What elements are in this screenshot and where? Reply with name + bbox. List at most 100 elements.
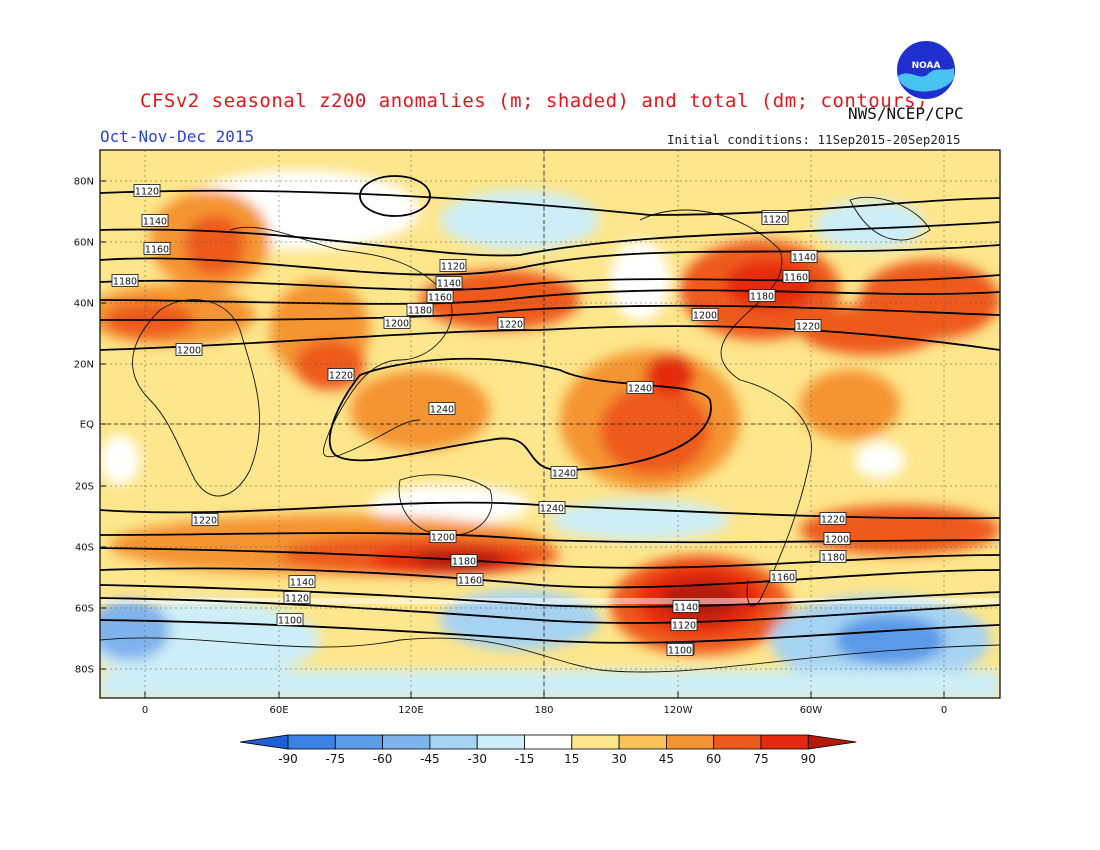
contour-label-box	[450, 554, 478, 567]
colorbar-label: -60	[373, 752, 393, 766]
noaa-logo: NOAA	[895, 39, 957, 101]
contour-label: 1160	[771, 573, 795, 584]
colorbar-segment	[571, 734, 620, 750]
contour-label-box	[435, 276, 463, 289]
lat-label: 80S	[75, 665, 94, 676]
contour-label-box	[426, 290, 454, 303]
contour-label-box	[327, 368, 355, 381]
contour-label-box	[823, 532, 851, 545]
contour-label-box	[428, 402, 456, 415]
lon-label: 60W	[800, 705, 823, 716]
contour-label-box	[143, 242, 171, 255]
contour-label: 1120	[135, 187, 159, 198]
contour-label-box	[497, 317, 525, 330]
contour-label-box	[439, 259, 467, 272]
contour-label: 1140	[143, 217, 167, 228]
colorbar-label: -75	[325, 752, 345, 766]
season-label: Oct-Nov-Dec 2015	[100, 127, 255, 146]
contour-label: 1120	[763, 215, 787, 226]
colorbar-label: -15	[515, 752, 535, 766]
lat-label: 20S	[75, 482, 94, 493]
contour-label: 1120	[285, 594, 309, 605]
colorbar-label: -30	[467, 752, 487, 766]
contour-label: 1200	[431, 533, 455, 544]
contour-label: 1100	[668, 646, 692, 657]
contour-label: 1220	[796, 322, 820, 333]
contour-label: 1180	[821, 553, 845, 564]
coastlines	[100, 196, 1000, 673]
contour-label-box	[670, 618, 698, 631]
contour-label: 1200	[177, 346, 201, 357]
lon-label: 0	[142, 705, 148, 716]
agency-label: NWS/NCEP/CPC	[848, 104, 964, 123]
contour-label: 1200	[385, 319, 409, 330]
lat-label: 40N	[74, 299, 94, 310]
latitude-axis: 80N 60N 40N 20N EQ 20S 40S 60S 80S	[74, 177, 1000, 676]
contour-label: 1180	[452, 557, 476, 568]
contour-label-box	[672, 600, 700, 613]
contour-label: 1140	[792, 253, 816, 264]
contour-label: 1160	[428, 293, 452, 304]
contour-label-box	[790, 250, 818, 263]
contour-label-box	[782, 270, 810, 283]
contour-label: 1240	[628, 384, 652, 395]
contour-label-box	[111, 274, 139, 287]
contour-label-box	[819, 512, 847, 525]
contour-label: 1180	[113, 277, 137, 288]
longitude-axis: 0 60E 120E 180 120W 60W 0	[142, 150, 947, 716]
colorbar-label: 30	[611, 752, 626, 766]
contour-label: 1140	[674, 603, 698, 614]
colorbar-max-arrow	[807, 734, 857, 750]
colorbar-segment	[334, 734, 383, 750]
contour-label-box	[819, 550, 847, 563]
colorbar-segment	[524, 734, 573, 750]
contour-label-box	[429, 530, 457, 543]
contour-label: 1140	[290, 578, 314, 589]
contour-label-box	[769, 570, 797, 583]
colorbar-label: 15	[564, 752, 579, 766]
colorbar-label: 90	[801, 752, 816, 766]
contour-label-box	[141, 214, 169, 227]
contour-label: 1240	[540, 504, 564, 515]
lon-label: 0	[941, 705, 947, 716]
colorbar-segment	[382, 734, 431, 750]
contour-label: 1220	[499, 320, 523, 331]
contour-label: 1180	[408, 306, 432, 317]
colorbar-label: 45	[659, 752, 674, 766]
anomaly-shading	[100, 150, 1000, 698]
colorbar-label: 60	[706, 752, 721, 766]
map-title: CFSv2 seasonal z200 anomalies (m; shaded…	[140, 90, 928, 112]
lat-label: 80N	[74, 177, 94, 188]
contour-labels: 1120 1140 1160 1180 1200 1220 1240 1240 1240 1240…	[111, 184, 851, 657]
initial-conditions-label: Initial conditions: 11Sep2015-20Sep2015	[667, 132, 961, 147]
lon-label: 180	[534, 705, 553, 716]
contour-label: 1180	[750, 292, 774, 303]
contour-label-box	[133, 184, 161, 197]
contour-label: 1200	[693, 311, 717, 322]
colorbar: -90 -75 -60 -45 -30 -15 15 30 45 60 75 90	[239, 734, 857, 766]
contour-label: 1160	[458, 576, 482, 587]
logo-text: NOAA	[912, 61, 941, 71]
contour-label-box	[794, 319, 822, 332]
contour-label-box	[538, 501, 566, 514]
contour-label-box	[691, 308, 719, 321]
colorbar-min-arrow	[239, 734, 289, 750]
contour-label-box	[175, 343, 203, 356]
colorbar-label: -90	[278, 752, 298, 766]
lon-label: 120W	[664, 705, 693, 716]
contour-label: 1240	[552, 469, 576, 480]
contour-label: 1160	[784, 273, 808, 284]
contour-label: 1200	[825, 535, 849, 546]
colorbar-segment	[287, 734, 336, 750]
contour-label: 1100	[278, 616, 302, 627]
lat-label: 20N	[74, 360, 94, 371]
lon-label: 60E	[269, 705, 288, 716]
contour-label: 1120	[672, 621, 696, 632]
contour-label: 1220	[329, 371, 353, 382]
contour-label-box	[626, 381, 654, 394]
colorbar-label: -45	[420, 752, 440, 766]
colorbar-segment	[713, 734, 762, 750]
contour-label-box	[748, 289, 776, 302]
contour-label-box	[288, 575, 316, 588]
contour-label: 1160	[145, 245, 169, 256]
